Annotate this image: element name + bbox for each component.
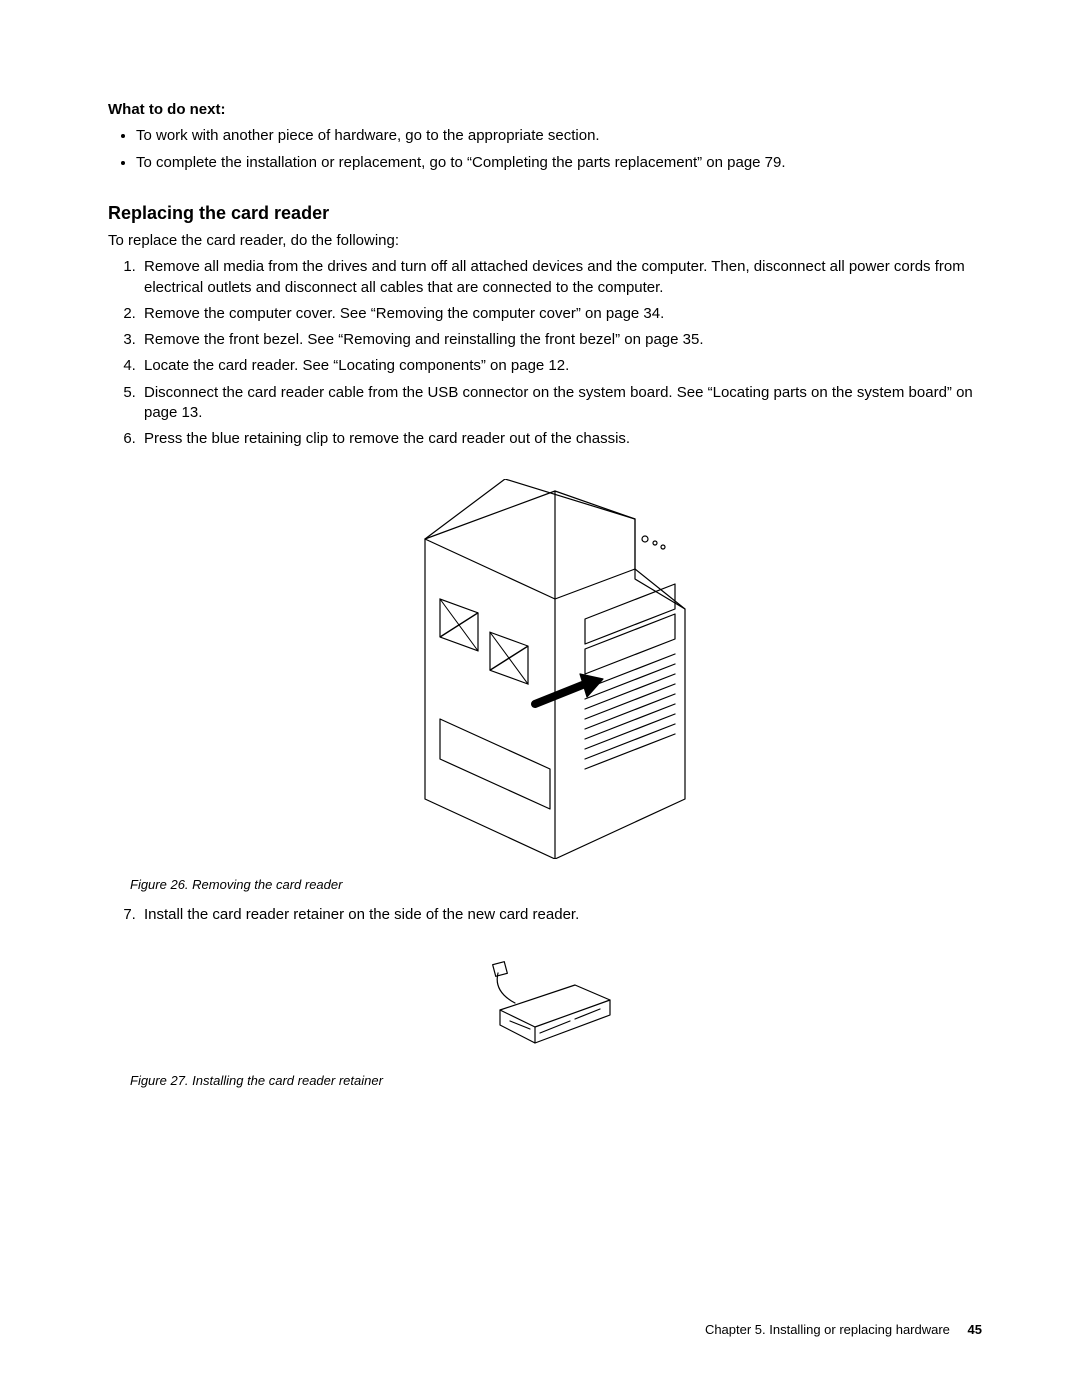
step-item: Remove the front bezel. See “Removing an… [140,330,982,350]
what-next-list: To work with another piece of hardware, … [108,126,982,173]
step-item: Press the blue retaining clip to remove … [140,429,982,449]
footer-page-number: 45 [968,1322,982,1337]
section-title: Replacing the card reader [108,201,982,225]
what-next-item: To work with another piece of hardware, … [136,126,982,146]
step-item: Remove all media from the drives and tur… [140,257,982,298]
steps-list: Remove all media from the drives and tur… [108,257,982,449]
what-next-heading: What to do next: [108,100,982,120]
figure-26-block [108,479,982,865]
footer-chapter: Chapter 5. Installing or replacing hardw… [705,1322,950,1337]
document-page: What to do next: To work with another pi… [0,0,1080,1397]
steps-list-continued: Install the card reader retainer on the … [108,905,982,925]
figure-26-caption: Figure 26. Removing the card reader [130,876,982,894]
page-footer: Chapter 5. Installing or replacing hardw… [705,1321,982,1339]
step-item: Locate the card reader. See “Locating co… [140,356,982,376]
card-reader-drawing [470,955,620,1055]
step-item: Install the card reader retainer on the … [140,905,982,925]
figure-27-block [108,955,982,1061]
figure-27-caption: Figure 27. Installing the card reader re… [130,1072,982,1090]
step-item: Remove the computer cover. See “Removing… [140,304,982,324]
what-next-item: To complete the installation or replacem… [136,153,982,173]
what-to-do-next-section: What to do next: To work with another pi… [108,100,982,173]
step-item: Disconnect the card reader cable from th… [140,383,982,424]
computer-chassis-drawing [385,479,705,859]
section-intro: To replace the card reader, do the follo… [108,231,982,251]
